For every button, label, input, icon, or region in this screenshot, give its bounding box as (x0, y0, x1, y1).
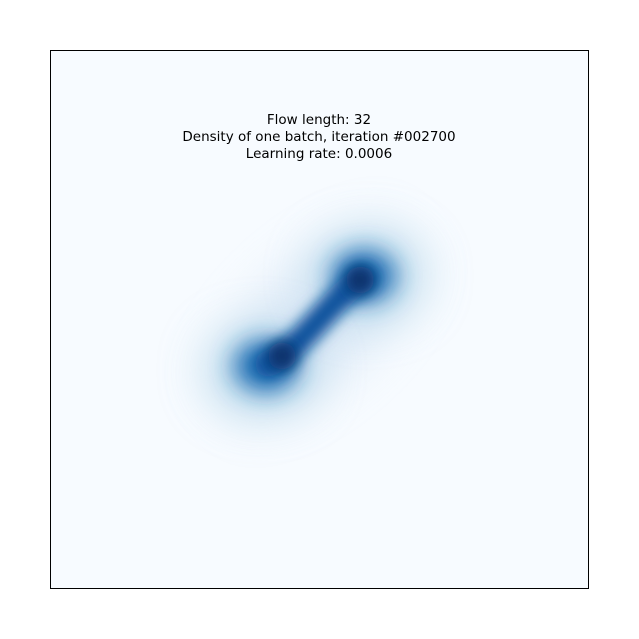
title-line: Flow length: 32 (267, 112, 371, 128)
density-core (346, 266, 374, 294)
title-line: Density of one batch, iteration #002700 (182, 129, 455, 145)
title-line: Learning rate: 0.0006 (246, 146, 392, 162)
density-layer (207, 231, 423, 413)
density-core (268, 342, 296, 370)
plot-frame (50, 50, 589, 589)
